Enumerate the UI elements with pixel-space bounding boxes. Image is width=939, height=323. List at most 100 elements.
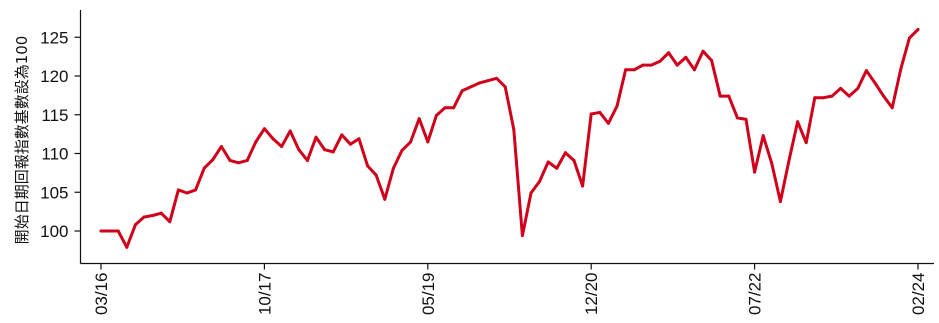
data-point (108, 229, 112, 233)
y-axis-title: 開始日期回報指數基數設為100 (13, 36, 31, 245)
y-tick-label: 125 (40, 28, 68, 47)
data-point (391, 166, 395, 170)
data-point (305, 158, 309, 162)
data-point (503, 85, 507, 89)
series-layer (99, 28, 920, 249)
data-points (99, 28, 920, 249)
x-tick-label: 03/16 (92, 273, 111, 316)
data-point (331, 150, 335, 154)
data-point (168, 220, 172, 224)
data-point (151, 214, 155, 217)
data-point (813, 96, 817, 100)
data-point (125, 245, 129, 249)
data-point (366, 164, 370, 168)
data-point (237, 161, 241, 165)
data-point (262, 127, 266, 131)
data-point (641, 63, 645, 67)
data-point (340, 133, 344, 137)
data-point (847, 94, 851, 98)
data-point (778, 200, 782, 204)
data-point (469, 85, 473, 89)
x-tick-label: 05/19 (419, 273, 438, 316)
data-point (99, 229, 103, 233)
series-line (99, 28, 920, 249)
data-point (864, 69, 868, 73)
data-point (185, 191, 189, 195)
data-point (581, 184, 585, 188)
x-tick-label: 12/20 (582, 273, 601, 316)
data-point (219, 145, 223, 149)
y-tick-label: 105 (40, 183, 68, 202)
data-point (598, 110, 602, 114)
data-point (684, 55, 688, 59)
x-tick-label: 02/24 (909, 273, 928, 316)
data-point (649, 63, 653, 67)
data-point (710, 59, 714, 62)
data-point (538, 179, 542, 183)
data-point (796, 120, 800, 124)
data-point (409, 140, 413, 144)
data-point (211, 158, 215, 162)
data-point (288, 129, 292, 133)
data-point (383, 197, 387, 201)
data-point (899, 67, 903, 71)
data-point (667, 51, 671, 55)
data-point (314, 135, 318, 139)
data-point (727, 94, 731, 98)
data-point (194, 188, 198, 192)
data-point (202, 166, 206, 170)
x-tick-label: 10/17 (255, 273, 274, 316)
data-point (606, 121, 610, 125)
data-point (357, 137, 361, 141)
data-point (297, 148, 301, 152)
data-point (770, 162, 774, 166)
data-point (434, 114, 438, 118)
data-point (417, 117, 421, 121)
axes (79, 10, 934, 265)
data-point (675, 63, 679, 67)
data-point (916, 28, 920, 31)
data-point (443, 106, 447, 110)
data-point (787, 158, 791, 162)
data-point (830, 94, 834, 98)
data-point (572, 158, 576, 162)
data-point (477, 81, 481, 85)
data-point (254, 140, 258, 144)
data-point (280, 145, 284, 149)
data-point (116, 229, 120, 233)
data-point (624, 68, 628, 72)
data-point (271, 137, 275, 141)
data-point (555, 166, 559, 170)
data-point (873, 81, 877, 85)
y-tick-label: 120 (40, 67, 68, 86)
data-point (245, 158, 249, 162)
data-point (735, 116, 739, 120)
data-point (512, 127, 516, 131)
data-point (400, 148, 404, 152)
x-ticks: 03/16 10/17 05/19 12/20 07/22 02/24 (92, 263, 928, 316)
data-point (804, 141, 808, 145)
data-point (133, 223, 137, 227)
data-point (520, 234, 524, 238)
data-point (176, 188, 180, 192)
data-point (761, 134, 765, 138)
data-point (460, 89, 464, 93)
y-tick-label: 115 (41, 106, 68, 125)
data-point (426, 140, 430, 144)
data-point (890, 106, 894, 110)
data-point (821, 96, 825, 100)
data-point (348, 142, 352, 146)
data-point (907, 36, 911, 40)
data-point (495, 76, 499, 80)
y-tick-label: 100 (40, 222, 68, 241)
data-point (228, 158, 232, 162)
data-point (142, 215, 146, 219)
data-point (856, 86, 860, 90)
data-point (546, 160, 550, 164)
data-point (486, 79, 490, 83)
data-point (658, 59, 662, 63)
y-ticks: 100 105 110 115 120 125 (40, 28, 81, 241)
data-point (839, 86, 843, 90)
